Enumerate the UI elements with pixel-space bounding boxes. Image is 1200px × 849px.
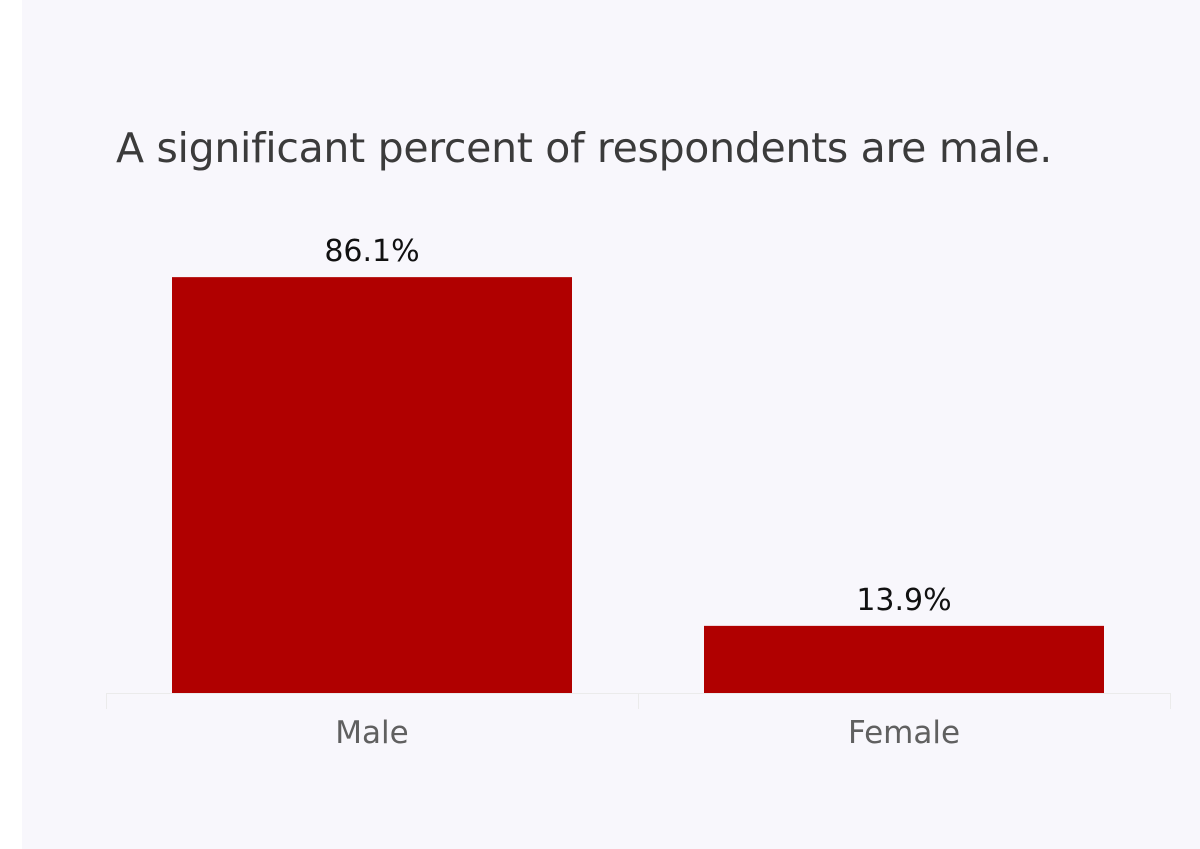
bar-female: [704, 625, 1104, 693]
chart-title: A significant percent of respondents are…: [116, 124, 1053, 172]
data-label-male: 86.1%: [324, 234, 419, 269]
x-tick-label-male: Male: [335, 715, 408, 751]
bar-male: [172, 277, 572, 693]
data-label-female: 13.9%: [856, 583, 951, 618]
bars-layer: 86.1% 13.9%: [172, 234, 1104, 693]
x-axis: Male Female: [106, 693, 1171, 751]
x-tick-label-female: Female: [848, 715, 960, 751]
